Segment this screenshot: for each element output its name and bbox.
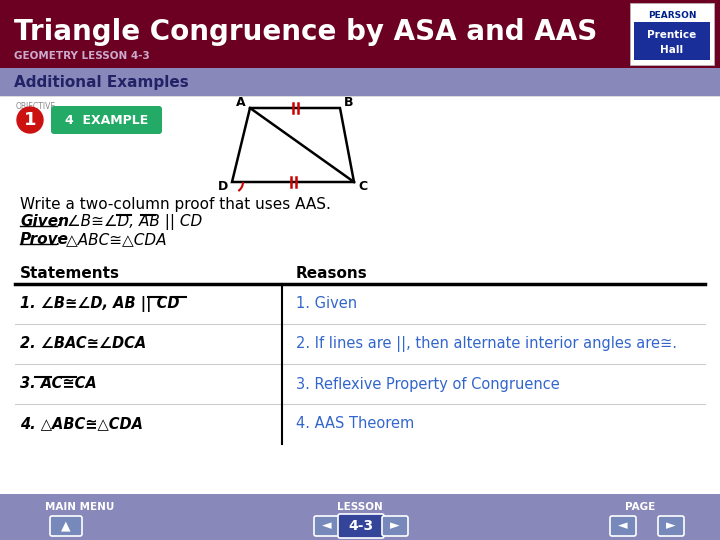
FancyBboxPatch shape (610, 516, 636, 536)
FancyBboxPatch shape (0, 494, 720, 540)
Circle shape (17, 107, 43, 133)
Text: OBJECTIVE: OBJECTIVE (16, 102, 56, 111)
Text: 3. AC≅CA: 3. AC≅CA (20, 376, 96, 392)
FancyBboxPatch shape (634, 22, 710, 60)
Text: 4. AAS Theorem: 4. AAS Theorem (296, 416, 414, 431)
Text: Prove: Prove (20, 233, 69, 247)
FancyBboxPatch shape (50, 516, 82, 536)
Text: Statements: Statements (20, 267, 120, 281)
Text: D: D (218, 179, 228, 192)
Text: 4  EXAMPLE: 4 EXAMPLE (66, 113, 148, 126)
Text: ►: ► (390, 519, 400, 532)
FancyBboxPatch shape (314, 516, 340, 536)
Text: 1. Given: 1. Given (296, 296, 357, 312)
Text: Given: Given (20, 214, 69, 230)
FancyBboxPatch shape (0, 96, 720, 494)
FancyBboxPatch shape (0, 68, 720, 96)
Text: A: A (236, 97, 246, 110)
Text: 2. ∠BAC≅∠DCA: 2. ∠BAC≅∠DCA (20, 336, 146, 352)
FancyBboxPatch shape (382, 516, 408, 536)
Text: Triangle Congruence by ASA and AAS: Triangle Congruence by ASA and AAS (14, 18, 598, 46)
Text: Prentice: Prentice (647, 30, 697, 40)
Text: LESSON: LESSON (337, 502, 383, 512)
Text: Reasons: Reasons (296, 267, 368, 281)
Text: Hall: Hall (660, 45, 683, 55)
FancyBboxPatch shape (51, 106, 162, 134)
Text: ►: ► (666, 519, 676, 532)
FancyBboxPatch shape (630, 3, 714, 65)
Text: 3. Reflexive Property of Congruence: 3. Reflexive Property of Congruence (296, 376, 559, 392)
Text: Write a two-column proof that uses AAS.: Write a two-column proof that uses AAS. (20, 198, 331, 213)
Text: : △ABC≅△CDA: : △ABC≅△CDA (56, 233, 166, 247)
Text: ▲: ▲ (61, 519, 71, 532)
Text: Additional Examples: Additional Examples (14, 75, 189, 90)
Text: B: B (344, 97, 354, 110)
Text: 1: 1 (24, 111, 36, 129)
Text: ◄: ◄ (322, 519, 332, 532)
Text: PEARSON: PEARSON (648, 10, 696, 19)
Text: : ∠B≅∠D, AB || CD: : ∠B≅∠D, AB || CD (57, 214, 202, 230)
Text: 4-3: 4-3 (348, 519, 374, 533)
Text: C: C (359, 179, 368, 192)
Text: ◄: ◄ (618, 519, 628, 532)
Text: MAIN MENU: MAIN MENU (45, 502, 114, 512)
FancyBboxPatch shape (0, 0, 720, 68)
FancyBboxPatch shape (338, 514, 384, 538)
Text: 1. ∠B≅∠D, AB || CD: 1. ∠B≅∠D, AB || CD (20, 296, 179, 312)
Text: 2. If lines are ||, then alternate interior angles are≅.: 2. If lines are ||, then alternate inter… (296, 336, 677, 352)
FancyBboxPatch shape (658, 516, 684, 536)
Text: GEOMETRY LESSON 4-3: GEOMETRY LESSON 4-3 (14, 51, 150, 61)
Text: 4. △ABC≅△CDA: 4. △ABC≅△CDA (20, 416, 143, 431)
Text: PAGE: PAGE (625, 502, 655, 512)
